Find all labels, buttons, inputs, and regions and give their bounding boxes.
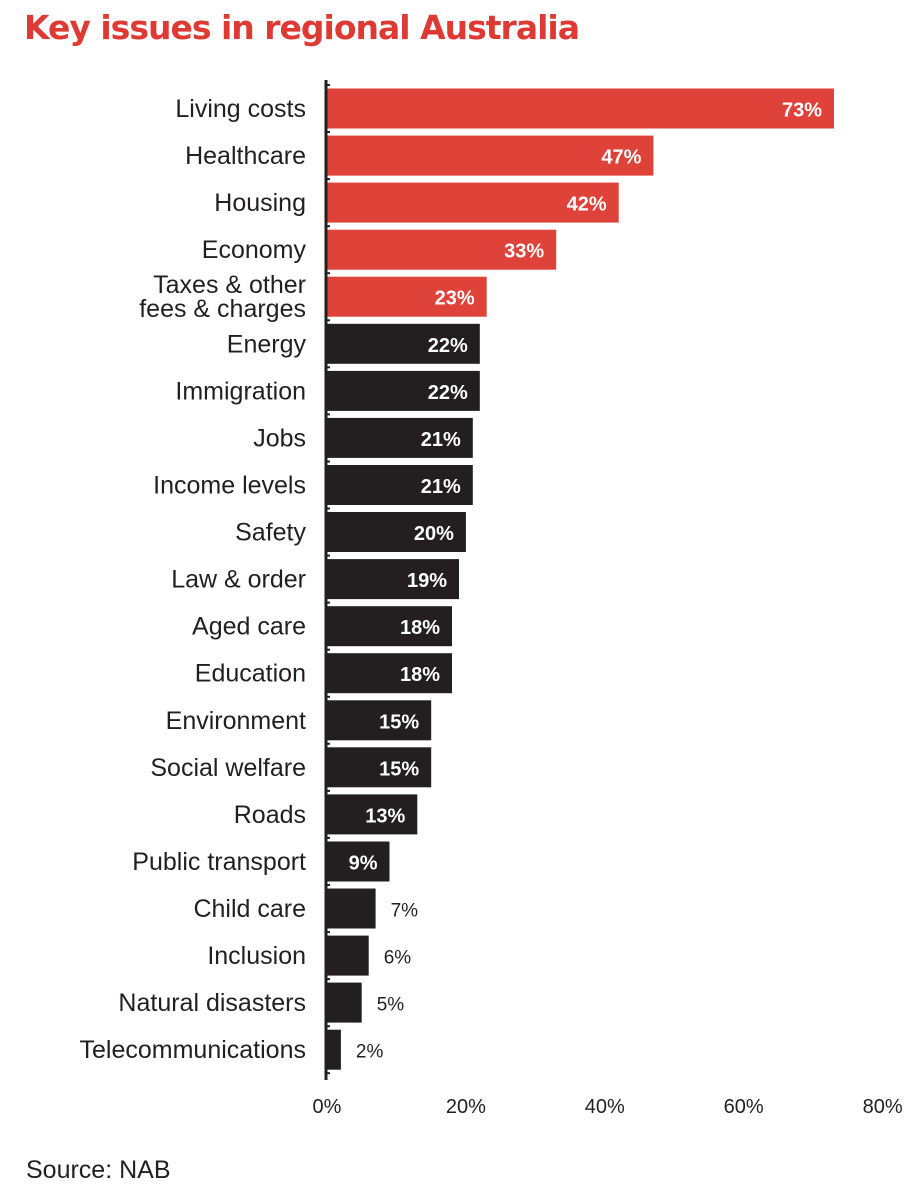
value-label-19: 6% [384, 948, 412, 969]
bar-10 [327, 512, 466, 552]
bar-6 [327, 323, 480, 364]
category-label-10: Safety [235, 519, 306, 547]
value-label-11: 19% [407, 570, 447, 592]
category-label-7: Immigration [175, 377, 306, 405]
bar-1 [327, 88, 834, 129]
value-label-10: 20% [414, 523, 454, 545]
category-label-14: Environment [166, 707, 306, 735]
category-label-13: Education [195, 660, 306, 688]
bar-9 [327, 465, 473, 505]
bars-layer [327, 88, 834, 1070]
bar-17 [327, 841, 390, 882]
bar-8 [327, 417, 473, 458]
value-label-20: 5% [377, 995, 405, 1016]
bar-3 [327, 182, 619, 223]
bar-18 [327, 888, 376, 929]
value-label-2: 47% [601, 147, 641, 169]
bar-19 [327, 935, 369, 976]
category-label-18: Child care [193, 895, 306, 923]
value-label-15: 15% [379, 758, 419, 780]
category-label-line: Telecommunications [80, 1036, 307, 1064]
category-label-3: Housing [214, 189, 306, 217]
category-label-20: Natural disasters [118, 989, 306, 1017]
category-label-12: Aged care [192, 613, 306, 641]
value-label-4: 33% [504, 241, 544, 263]
x-tick-label: 0% [313, 1096, 342, 1118]
category-label-5: Taxes & other fees & charges [139, 271, 306, 323]
bar-13 [327, 653, 452, 694]
value-labels-layer: 73% 47% 42% 33% 23% 22% 22% 21% 21% 20% 19% 18% 18% 1… [349, 100, 823, 1063]
category-label-line: Economy [202, 236, 307, 264]
bar-16 [327, 794, 418, 835]
bar-15 [327, 747, 432, 788]
value-label-21: 2% [356, 1042, 384, 1063]
chart-title: Key issues in regional Australia [24, 8, 580, 47]
x-tick-label: 20% [446, 1096, 486, 1118]
category-label-21: Telecommunications [80, 1036, 307, 1064]
category-label-9: Income levels [153, 472, 306, 500]
category-label-line: Law & order [171, 566, 306, 594]
category-label-line: Living costs [175, 95, 306, 123]
category-label-line: Housing [214, 189, 306, 217]
category-label-11: Law & order [171, 566, 306, 594]
value-label-7: 22% [428, 382, 468, 404]
category-label-line: Environment [166, 707, 306, 735]
category-label-line: Social welfare [150, 754, 306, 782]
category-label-15: Social welfare [150, 754, 306, 782]
value-label-9: 21% [421, 476, 461, 498]
category-label-line: Taxes & other [153, 271, 306, 299]
category-label-1: Living costs [175, 95, 306, 123]
bar-20 [327, 982, 362, 1023]
x-tick-label: 60% [724, 1096, 764, 1118]
category-label-line: Aged care [192, 613, 306, 641]
value-label-5: 23% [435, 288, 475, 310]
value-label-16: 13% [365, 805, 405, 827]
bar-21 [327, 1029, 341, 1070]
bar-2 [327, 135, 654, 176]
category-label-line: Education [195, 660, 306, 688]
category-label-2: Healthcare [185, 142, 306, 170]
category-label-line: Immigration [175, 377, 306, 405]
value-label-17: 9% [349, 853, 378, 875]
category-label-4: Economy [202, 236, 307, 264]
category-label-6: Energy [227, 330, 307, 358]
category-label-line: Roads [234, 801, 306, 829]
value-label-3: 42% [567, 194, 607, 216]
value-label-6: 22% [428, 335, 468, 357]
bar-12 [327, 606, 452, 647]
bar-4 [327, 229, 557, 270]
value-label-18: 7% [391, 901, 419, 922]
source-note: Source: NAB [26, 1156, 171, 1184]
value-label-8: 21% [421, 429, 461, 451]
category-label-line: Income levels [153, 472, 306, 500]
category-label-8: Jobs [253, 424, 306, 452]
value-label-12: 18% [400, 617, 440, 639]
category-label-16: Roads [234, 801, 306, 829]
category-label-19: Inclusion [207, 942, 306, 970]
category-label-line: Energy [227, 330, 307, 358]
value-label-13: 18% [400, 664, 440, 686]
category-label-line: Healthcare [185, 142, 306, 170]
category-label-line: Jobs [253, 424, 306, 452]
value-label-1: 73% [782, 100, 822, 122]
category-label-line: Inclusion [207, 942, 306, 970]
category-label-line: Natural disasters [118, 989, 306, 1017]
x-tick-label: 80% [863, 1096, 903, 1118]
bar-5 [327, 276, 487, 317]
axes-layer: 0% 20% 40% 60% 80% [313, 80, 903, 1118]
bar-11 [327, 559, 459, 600]
category-label-line: fees & charges [139, 295, 306, 323]
bar-14 [327, 700, 432, 741]
category-label-line: Safety [235, 519, 306, 547]
bar-7 [327, 370, 480, 411]
x-tick-label: 40% [585, 1096, 625, 1118]
category-label-line: Child care [193, 895, 306, 923]
category-labels-layer: Living costs Healthcare Housing Economy Taxe… [80, 95, 307, 1064]
category-label-17: Public transport [132, 848, 306, 876]
category-label-line: Public transport [132, 848, 306, 876]
value-label-14: 15% [379, 711, 419, 733]
